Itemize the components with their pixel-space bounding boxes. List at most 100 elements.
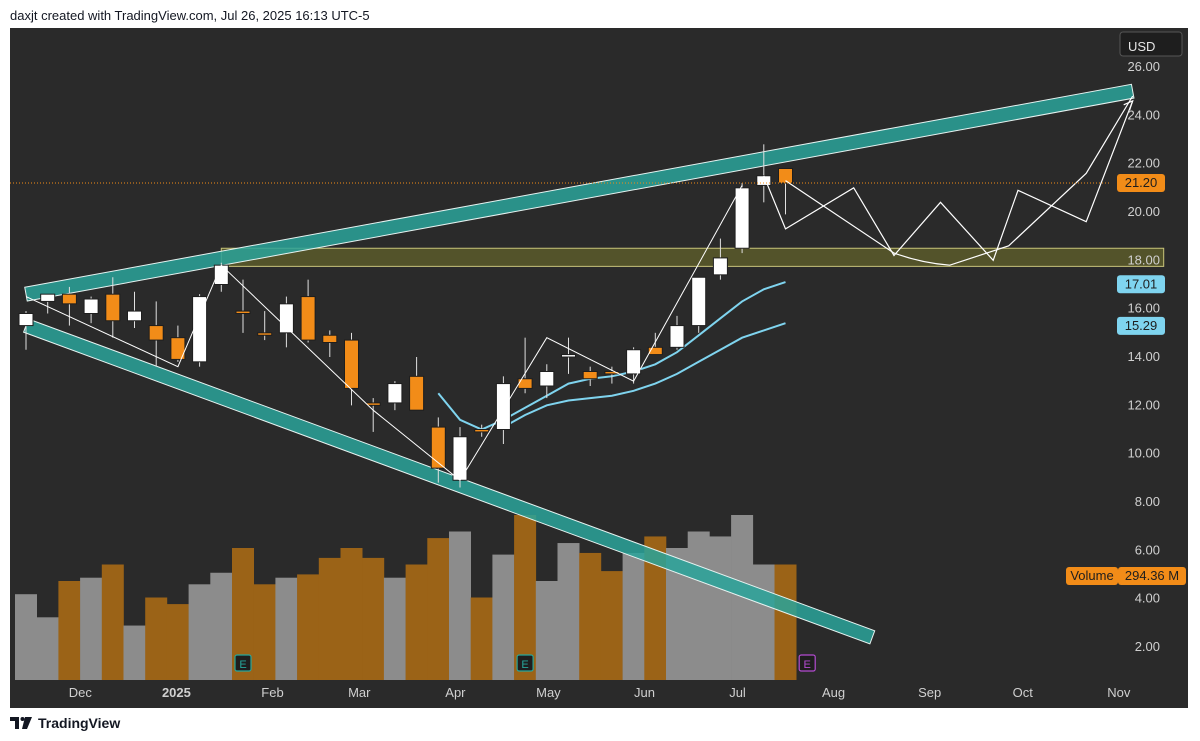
y-tick-label: 16.00	[1127, 301, 1160, 316]
x-tick-label: Sep	[918, 685, 941, 700]
earnings-marker-label: E	[804, 659, 811, 671]
volume-bar	[731, 515, 754, 680]
x-tick-label: Jun	[634, 685, 655, 700]
candle-body	[278, 303, 294, 334]
candle-body	[474, 429, 490, 433]
support-zone-rect	[220, 247, 1165, 267]
volume-bar	[687, 531, 710, 680]
candle-body	[582, 371, 598, 380]
x-tick-label: May	[536, 685, 561, 700]
y-tick-label: 12.00	[1127, 397, 1160, 412]
volume-value-badge-text: 294.36 M	[1125, 568, 1179, 583]
candle-body	[734, 187, 750, 249]
volume-bar	[449, 531, 471, 680]
ma-slow-badge: 15.29	[1117, 316, 1165, 335]
y-tick-label: 26.00	[1127, 59, 1160, 74]
earnings-marker-box	[234, 654, 252, 672]
earnings-marker: E	[516, 654, 534, 672]
x-tick-label: Jul	[729, 685, 746, 700]
candle-body	[18, 313, 34, 327]
candle-body	[192, 296, 208, 363]
volume-bar	[709, 536, 732, 680]
x-tick-label: Oct	[1013, 685, 1034, 700]
ma-slow-badge-bg	[1117, 316, 1165, 335]
candle-body	[40, 293, 56, 302]
currency-button: USD	[1119, 31, 1183, 57]
ma-fast-badge-text: 17.01	[1125, 276, 1158, 291]
candle-body	[344, 339, 359, 389]
y-tick-label: 18.00	[1127, 252, 1160, 267]
volume-label-badge: Volume	[1066, 567, 1118, 585]
tradingview-brand-text: TradingView	[38, 715, 121, 731]
volume-bar	[427, 538, 450, 680]
y-tick-label: 8.00	[1135, 494, 1160, 509]
x-axis-labels: Dec 2025 Feb Mar Apr May Jun Jul Aug Sep Oct Nov	[69, 685, 1131, 700]
x-tick-label: Feb	[261, 685, 283, 700]
candle-body	[61, 293, 77, 305]
volume-bar	[579, 552, 602, 680]
volume-bar	[470, 597, 493, 680]
earnings-marker-box	[516, 654, 534, 672]
chart-credit: daxjt created with TradingView.com, Jul …	[10, 8, 370, 23]
last-price-badge: 21.20	[1117, 174, 1165, 192]
volume-bar	[557, 543, 580, 680]
candle-body	[561, 354, 576, 358]
ma-slow-line	[502, 322, 786, 428]
volume-bar	[232, 548, 254, 680]
x-tick-label: Dec	[69, 685, 93, 700]
volume-bar	[752, 564, 775, 680]
volume-bar	[297, 574, 320, 680]
swing-line	[25, 185, 743, 482]
future-earnings-marker: E	[798, 654, 816, 672]
candle-body	[213, 264, 229, 285]
candle-body	[257, 332, 273, 336]
volume-value-badge: 294.36 M	[1118, 567, 1186, 585]
y-tick-label: 20.00	[1127, 204, 1160, 219]
trend-channel	[22, 83, 1135, 645]
lower-channel-band	[22, 318, 876, 645]
candle-body	[322, 334, 338, 343]
candle-body	[669, 325, 685, 348]
candle-body	[756, 175, 772, 186]
volume-bar	[600, 571, 623, 680]
x-tick-label: Aug	[822, 685, 845, 700]
candle-body	[712, 257, 728, 276]
candle-body	[604, 371, 620, 375]
volume-value-badge-bg	[1118, 567, 1186, 585]
y-tick-label: 14.00	[1127, 349, 1160, 364]
volume-bar	[275, 577, 298, 680]
volume-bar	[535, 581, 558, 680]
footer-brand[interactable]: TradingView	[10, 713, 120, 733]
ma-fast-badge-bg	[1117, 275, 1165, 294]
volume-label-badge-bg	[1066, 567, 1118, 585]
candle-body	[495, 383, 511, 431]
candle-body	[539, 371, 555, 387]
y-axis-labels: 26.00 24.00 22.00 20.00 18.00 16.00 14.00 12.00…	[1127, 59, 1160, 654]
y-tick-label: 22.00	[1127, 156, 1160, 171]
volume-bar	[318, 557, 341, 680]
volume-bar	[188, 584, 211, 680]
volume-bar	[774, 564, 797, 680]
volume-bar	[210, 572, 233, 680]
candle-body	[387, 383, 403, 404]
drawn-lines	[10, 95, 1134, 482]
earnings-marker: E	[234, 654, 252, 672]
earnings-marker-box	[798, 654, 816, 672]
last-price-badge-bg	[1117, 174, 1165, 192]
y-tick-label: 24.00	[1127, 107, 1160, 122]
volume-bar	[492, 554, 515, 680]
support-zone	[220, 247, 1165, 267]
candle-body	[452, 436, 468, 481]
y-tick-label: 2.00	[1135, 639, 1160, 654]
volume-bar	[36, 617, 59, 680]
volume-bar	[15, 594, 37, 680]
ma-slow-badge-text: 15.29	[1125, 318, 1158, 333]
last-price-badge-text: 21.20	[1125, 175, 1158, 190]
currency-button-text: USD	[1128, 39, 1155, 54]
x-tick-label: 2025	[162, 685, 191, 700]
candle-body	[778, 168, 793, 184]
volume-bar	[383, 577, 406, 680]
volume-label-badge-text: Volume	[1070, 568, 1113, 583]
